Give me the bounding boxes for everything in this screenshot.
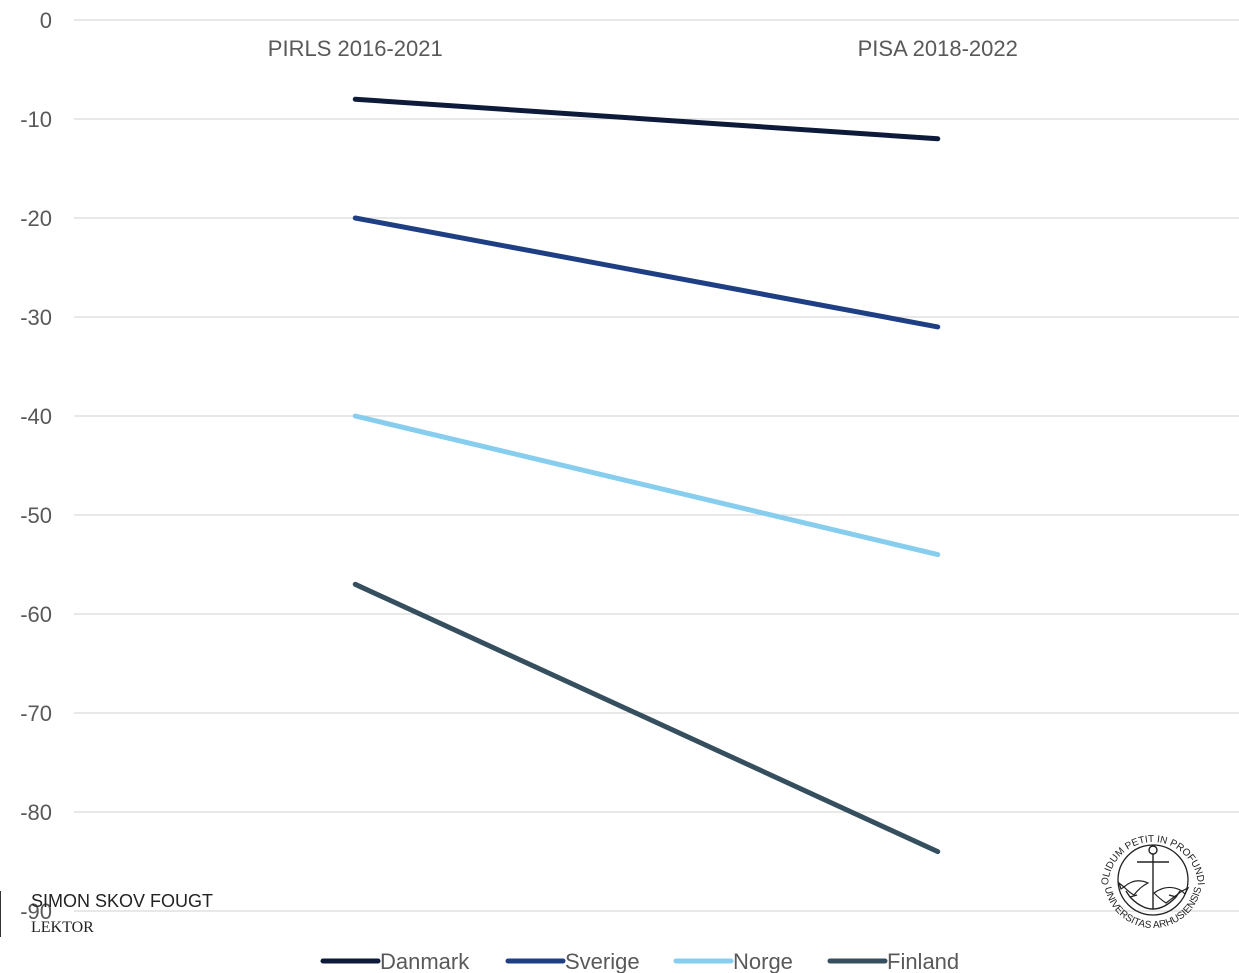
- y-tick-label: -20: [20, 206, 52, 231]
- y-tick-label: -30: [20, 305, 52, 330]
- university-seal-icon: SOLIDUM PETIT IN PROFUNDIS UNIVERSITAS A…: [1090, 817, 1206, 931]
- y-tick-label: -50: [20, 503, 52, 528]
- author-block: SIMON SKOV FOUGT LEKTOR: [0, 891, 213, 937]
- legend-item-norge: Norge: [673, 949, 793, 973]
- legend-item-sverige: Sverige: [505, 949, 640, 973]
- y-tick-label: -90: [20, 899, 52, 924]
- legend-label: Finland: [887, 949, 959, 973]
- series-line-norge: [352, 413, 941, 558]
- y-tick-label: -60: [20, 602, 52, 627]
- series-line-finland: [352, 581, 941, 855]
- series-line-sverige: [352, 215, 941, 330]
- gridlines: [74, 19, 1239, 912]
- legend-item-danmark: Danmark: [320, 949, 470, 973]
- y-axis-ticks: 0 -10 -20 -30 -40 -50 -60 -70 -80 -90: [20, 8, 52, 924]
- legend-label: Sverige: [565, 949, 640, 973]
- dolphin-icon: [1117, 880, 1190, 904]
- legend-label: Norge: [733, 949, 793, 973]
- category-label: PISA 2018-2022: [858, 36, 1018, 61]
- author-title: LEKTOR: [31, 919, 94, 936]
- series-line-danmark: [352, 96, 941, 142]
- y-tick-label: -70: [20, 701, 52, 726]
- y-tick-label: -80: [20, 800, 52, 825]
- category-label: PIRLS 2016-2021: [268, 36, 443, 61]
- legend: Danmark Sverige Norge Finland: [320, 949, 959, 973]
- y-tick-label: 0: [40, 8, 52, 33]
- author-name: SIMON SKOV FOUGT: [31, 891, 214, 911]
- category-labels: PIRLS 2016-2021 PISA 2018-2022: [268, 36, 1018, 61]
- legend-label: Danmark: [380, 949, 470, 973]
- legend-item-finland: Finland: [827, 949, 959, 973]
- anchor-icon: [1125, 845, 1181, 910]
- seal-top-text: SOLIDUM PETIT IN PROFUNDIS: [1090, 817, 1206, 886]
- y-tick-label: -10: [20, 107, 52, 132]
- y-tick-label: -40: [20, 404, 52, 429]
- series-lines: [352, 96, 941, 855]
